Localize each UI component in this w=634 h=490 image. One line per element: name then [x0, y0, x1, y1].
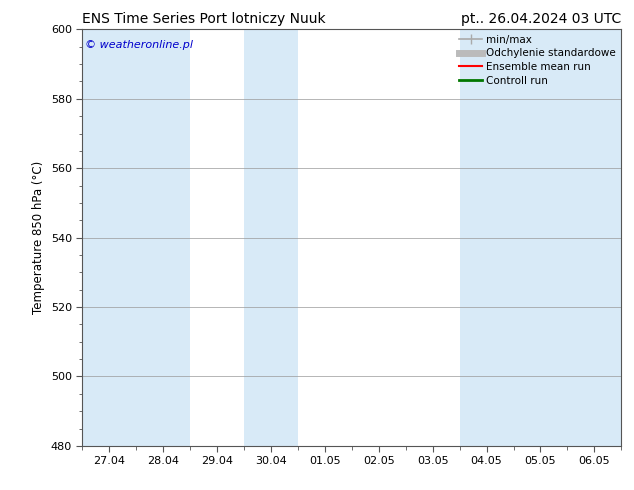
Bar — [244, 29, 298, 446]
Bar — [514, 29, 567, 446]
Bar — [136, 29, 190, 446]
Text: pt.. 26.04.2024 03 UTC: pt.. 26.04.2024 03 UTC — [461, 12, 621, 26]
Bar — [82, 29, 136, 446]
Bar — [567, 29, 621, 446]
Bar — [460, 29, 514, 446]
Y-axis label: Temperature 850 hPa (°C): Temperature 850 hPa (°C) — [32, 161, 45, 314]
Text: © weatheronline.pl: © weatheronline.pl — [85, 40, 193, 50]
Text: ENS Time Series Port lotniczy Nuuk: ENS Time Series Port lotniczy Nuuk — [82, 12, 326, 26]
Legend: min/max, Odchylenie standardowe, Ensemble mean run, Controll run: min/max, Odchylenie standardowe, Ensembl… — [457, 32, 618, 88]
